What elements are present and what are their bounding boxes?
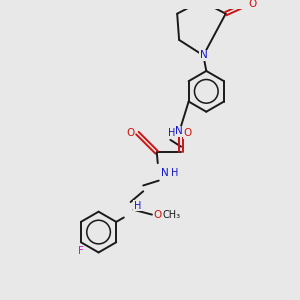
Text: H: H — [171, 168, 178, 178]
Text: N: N — [200, 50, 207, 60]
Text: O: O — [127, 128, 135, 138]
Text: O: O — [184, 128, 192, 138]
Text: O: O — [249, 0, 257, 9]
Text: H: H — [168, 128, 175, 138]
Text: CH₃: CH₃ — [162, 210, 180, 220]
Text: H: H — [134, 201, 141, 211]
Text: N: N — [175, 126, 183, 136]
Text: F: F — [78, 246, 83, 256]
Text: O: O — [154, 210, 162, 220]
Text: N: N — [161, 168, 168, 178]
